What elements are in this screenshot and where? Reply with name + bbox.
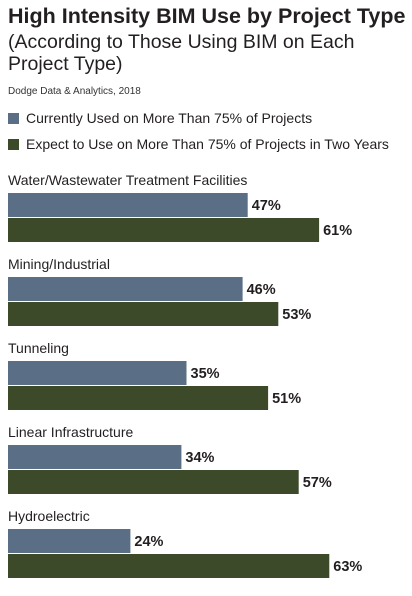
value-label-linear-infrastructure-series-2: 57% [303, 475, 332, 491]
value-label-hydroelectric-series-1: 24% [134, 534, 163, 550]
category-label-tunneling: Tunneling [8, 340, 69, 356]
chart-subtitle: (According to Those Using BIM on Each Pr… [8, 31, 355, 75]
legend-label-current: Currently Used on More Than 75% of Proje… [26, 110, 313, 126]
bar-mining-industrial-series-1 [8, 277, 243, 301]
bar-hydroelectric-series-1 [8, 529, 131, 553]
category-label-linear-infrastructure: Linear Infrastructure [8, 424, 133, 440]
category-label-mining-industrial: Mining/Industrial [8, 256, 110, 272]
bar-water-wastewater-treatment-facilities-series-1 [8, 193, 248, 217]
bar-mining-industrial-series-2 [8, 302, 279, 326]
value-label-mining-industrial-series-2: 53% [282, 307, 311, 323]
bar-tunneling-series-1 [8, 361, 187, 385]
value-label-tunneling-series-1: 35% [191, 366, 220, 382]
chart-source: Dodge Data & Analytics, 2018 [8, 86, 141, 97]
bar-tunneling-series-2 [8, 386, 269, 410]
value-label-linear-infrastructure-series-1: 34% [185, 450, 214, 466]
value-label-tunneling-series-2: 51% [272, 391, 301, 407]
chart-title: High Intensity BIM Use by Project Type [8, 4, 406, 28]
value-label-hydroelectric-series-2: 63% [333, 559, 362, 575]
bar-hydroelectric-series-2 [8, 554, 330, 578]
bar-linear-infrastructure-series-1 [8, 445, 182, 469]
legend-swatch-expected [8, 139, 19, 150]
category-label-water-wastewater-treatment-facilities: Water/Wastewater Treatment Facilities [8, 172, 247, 188]
value-label-water-wastewater-treatment-facilities-series-2: 61% [323, 223, 352, 239]
value-label-mining-industrial-series-1: 46% [247, 282, 276, 298]
bar-water-wastewater-treatment-facilities-series-2 [8, 218, 320, 242]
legend-swatch-current [8, 113, 19, 124]
bar-linear-infrastructure-series-2 [8, 470, 299, 494]
legend-item-current: Currently Used on More Than 75% of Proje… [8, 110, 312, 126]
legend-item-expected: Expect to Use on More Than 75% of Projec… [8, 136, 389, 152]
value-label-water-wastewater-treatment-facilities-series-1: 47% [252, 198, 281, 214]
legend-label-expected: Expect to Use on More Than 75% of Projec… [26, 136, 389, 152]
category-label-hydroelectric: Hydroelectric [8, 508, 90, 524]
